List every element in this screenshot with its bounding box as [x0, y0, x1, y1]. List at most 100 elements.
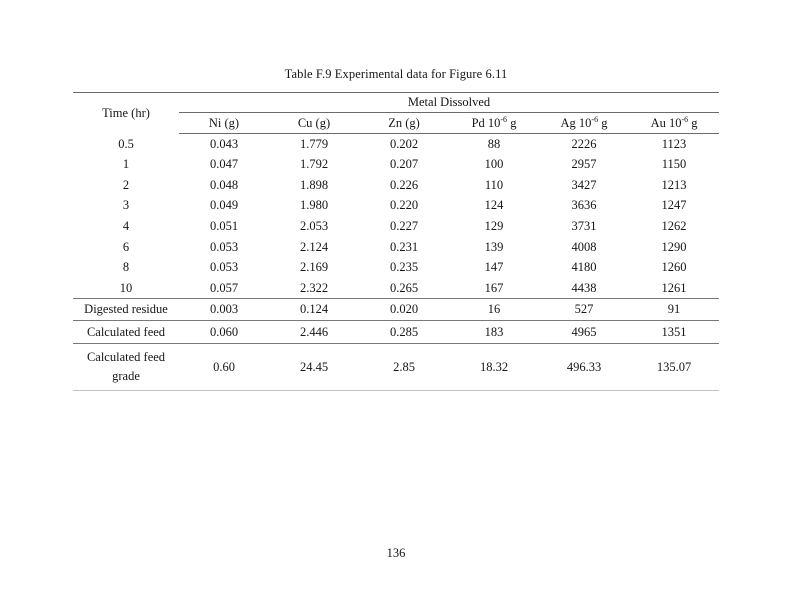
- calculated-feed-grade-row: Calculated feed grade 0.60 24.45 2.85 18…: [73, 342, 720, 391]
- page-number: 136: [386, 546, 406, 560]
- value-cell: 0.053: [209, 239, 239, 254]
- row-label-line2: grade: [112, 368, 140, 383]
- header-text: Ni (g): [208, 115, 240, 130]
- header-superscript: -6: [500, 114, 508, 124]
- value-cell: 1.792: [299, 157, 329, 172]
- column-header-ag: Ag 10-6 g: [539, 112, 629, 134]
- value-cell: 183: [449, 319, 539, 344]
- header-unit: g: [598, 115, 608, 130]
- header-superscript: -6: [681, 114, 689, 124]
- value-cell: 4965: [539, 319, 629, 344]
- value-cell: 0.051: [209, 218, 239, 233]
- value-cell: 129: [484, 218, 504, 233]
- value-cell: 1123: [661, 136, 687, 151]
- row-label: Digested residue: [73, 297, 179, 321]
- row-label: Calculated feed: [73, 319, 179, 344]
- value-cell: 0.124: [269, 297, 359, 321]
- value-cell: 3731: [571, 218, 597, 233]
- value-cell: 167: [484, 280, 504, 295]
- value-cell: 16: [449, 297, 539, 321]
- value-cell: 1.779: [299, 136, 329, 151]
- value-cell: 100: [484, 157, 504, 172]
- column-header-cu: Cu (g): [269, 112, 359, 134]
- value-cell: 2.322: [299, 280, 329, 295]
- value-cell: 2.85: [359, 342, 449, 391]
- value-cell: 0.207: [389, 157, 419, 172]
- value-cell: 1351: [629, 319, 720, 344]
- value-cell: 0.235: [389, 260, 419, 275]
- header-superscript: -6: [591, 114, 599, 124]
- group-header-metal-dissolved: Metal Dissolved: [179, 92, 720, 113]
- time-cell: 4: [122, 218, 130, 233]
- value-cell: 91: [629, 297, 720, 321]
- header-unit: g: [507, 115, 517, 130]
- value-cell: 2226: [571, 136, 597, 151]
- value-cell: 1.980: [299, 198, 329, 213]
- value-cell: 3636: [571, 198, 597, 213]
- time-cell: 1: [122, 157, 130, 172]
- calculated-feed-row: Calculated feed 0.060 2.446 0.285 183 49…: [73, 319, 720, 344]
- header-unit: g: [688, 115, 698, 130]
- time-cell: 10: [119, 280, 133, 295]
- table-row: 2 0.048 1.898 0.226 110 3427 1213: [73, 175, 719, 196]
- value-cell: 1290: [661, 239, 687, 254]
- value-cell: 0.285: [359, 319, 449, 344]
- digested-residue-row: Digested residue 0.003 0.124 0.020 16 52…: [73, 297, 720, 321]
- table-row: 6 0.053 2.124 0.231 139 4008 1290: [73, 236, 719, 257]
- value-cell: 0.202: [389, 136, 419, 151]
- value-cell: 3427: [571, 177, 597, 192]
- time-cell: 6: [122, 239, 130, 254]
- time-cell: 2: [122, 177, 130, 192]
- value-cell: 1150: [661, 157, 687, 172]
- value-cell: 0.047: [209, 157, 239, 172]
- column-header-time: Time (hr): [102, 106, 150, 121]
- value-cell: 135.07: [629, 342, 720, 391]
- header-row-group: Time (hr) Metal Dissolved: [73, 92, 720, 120]
- value-cell: 2.053: [299, 218, 329, 233]
- value-cell: 1260: [661, 260, 687, 275]
- row-label: Calculated feed grade: [73, 342, 179, 391]
- value-cell: 147: [484, 260, 504, 275]
- row-label-line1: Calculated feed: [86, 349, 166, 364]
- header-text: Zn (g): [388, 115, 420, 130]
- value-cell: 124: [484, 198, 504, 213]
- column-header-pd: Pd 10-6 g: [449, 112, 539, 134]
- header-text: Ag 10: [560, 115, 592, 130]
- column-header-ni: Ni (g): [179, 112, 269, 134]
- value-cell: 88: [487, 136, 501, 151]
- value-cell: 139: [484, 239, 504, 254]
- value-cell: 1213: [661, 177, 687, 192]
- value-cell: 2.169: [299, 260, 329, 275]
- value-cell: 0.265: [389, 280, 419, 295]
- value-cell: 0.048: [209, 177, 239, 192]
- value-cell: 110: [484, 177, 504, 192]
- time-cell: 3: [122, 198, 130, 213]
- value-cell: 1.898: [299, 177, 329, 192]
- table-row: 8 0.053 2.169 0.235 147 4180 1260: [73, 257, 719, 278]
- table-row: 0.5 0.043 1.779 0.202 88 2226 1123: [73, 134, 719, 155]
- value-cell: 1262: [661, 218, 687, 233]
- header-text: Au 10: [650, 115, 682, 130]
- table-row: 4 0.051 2.053 0.227 129 3731 1262: [73, 216, 719, 237]
- header-row-columns: Ni (g) Cu (g) Zn (g) Pd 10-6 g Ag 10-6 g…: [73, 112, 720, 134]
- value-cell: 1247: [661, 198, 687, 213]
- value-cell: 24.45: [269, 342, 359, 391]
- header-text: Pd 10: [471, 115, 501, 130]
- value-cell: 4180: [571, 260, 597, 275]
- value-cell: 2.124: [299, 239, 329, 254]
- value-cell: 0.020: [359, 297, 449, 321]
- value-cell: 18.32: [449, 342, 539, 391]
- value-cell: 0.227: [389, 218, 419, 233]
- value-cell: 0.053: [209, 260, 239, 275]
- experimental-data-table: Time (hr) Metal Dissolved Ni (g) Cu (g) …: [73, 92, 720, 391]
- table-row: 3 0.049 1.980 0.220 124 3636 1247: [73, 195, 719, 216]
- value-cell: 0.60: [179, 342, 269, 391]
- time-cell: 0.5: [118, 136, 134, 151]
- table-caption: Table F.9 Experimental data for Figure 6…: [284, 67, 508, 81]
- value-cell: 0.060: [179, 319, 269, 344]
- table-row: 10 0.057 2.322 0.265 167 4438 1261: [73, 278, 719, 299]
- header-text: Cu (g): [297, 115, 331, 130]
- value-cell: 2957: [571, 157, 597, 172]
- table-row: 1 0.047 1.792 0.207 100 2957 1150: [73, 154, 719, 175]
